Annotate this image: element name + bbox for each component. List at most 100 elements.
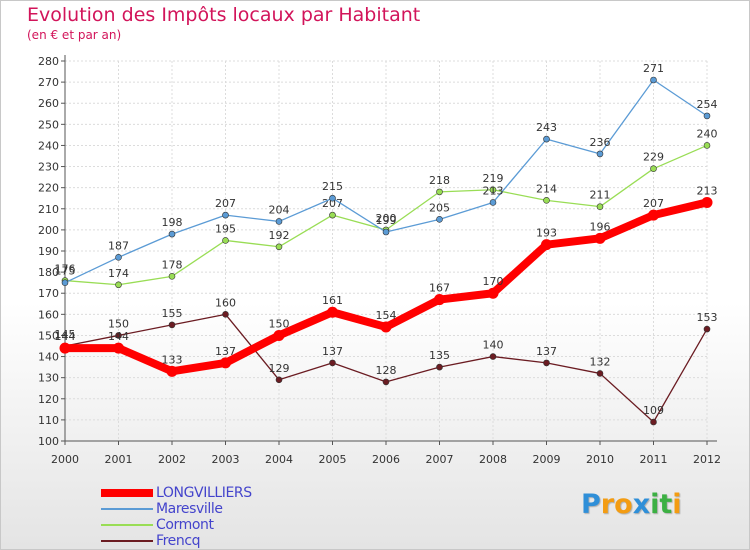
point-cormont-2005	[329, 211, 336, 219]
data-label-cormont-2010: 211	[590, 189, 611, 202]
x-tick-label-2002: 2002	[158, 453, 186, 466]
point-longvilliers-2012	[701, 196, 713, 208]
x-tick-label-2001: 2001	[105, 453, 133, 466]
point-frencq-2002	[168, 321, 176, 329]
point-frencq-2004	[275, 376, 283, 384]
y-tick-label-220: 220	[38, 182, 59, 195]
point-maresville-2004	[275, 218, 283, 225]
logo-letter: r	[600, 489, 615, 520]
y-tick-label-250: 250	[38, 118, 59, 131]
point-maresville-2001	[115, 254, 122, 261]
point-cormont-2010	[596, 203, 604, 210]
point-cormont-2004	[275, 243, 283, 251]
point-maresville-2007	[436, 216, 443, 223]
chart-subtitle: (en € et par an)	[27, 28, 122, 42]
point-longvilliers-2009	[541, 239, 552, 251]
point-frencq-2007	[436, 363, 443, 371]
x-tick-label-2012: 2012	[693, 453, 721, 466]
y-tick-label-170: 170	[38, 287, 59, 300]
point-cormont-2003	[222, 237, 229, 244]
data-label-frencq-2006: 128	[376, 364, 397, 377]
legend-label-maresville: Maresville	[156, 501, 223, 517]
point-frencq-2012	[703, 325, 711, 333]
logo-letter: x	[632, 489, 651, 520]
data-label-frencq-2012: 153	[697, 311, 718, 324]
x-tick-label-2000: 2000	[51, 453, 79, 466]
data-label-frencq-2001: 150	[108, 317, 129, 330]
data-label-longvilliers-2004: 150	[269, 317, 290, 330]
data-label-maresville-2001: 187	[108, 239, 129, 252]
data-label-cormont-2007: 218	[429, 174, 450, 187]
y-tick-label-120: 120	[38, 393, 59, 406]
x-tick-label-2006: 2006	[372, 453, 400, 466]
point-cormont-2009	[543, 197, 550, 204]
y-tick-label-240: 240	[38, 139, 59, 152]
point-longvilliers-2007	[434, 294, 445, 306]
point-maresville-2011	[650, 76, 657, 84]
x-tick-label-2011: 2011	[640, 453, 668, 466]
logo-letter: o	[614, 489, 633, 520]
data-label-longvilliers-2007: 167	[429, 282, 450, 295]
point-longvilliers-2006	[380, 321, 392, 333]
data-label-maresville-2003: 207	[215, 197, 236, 210]
point-longvilliers-2004	[273, 329, 285, 341]
data-label-maresville-2010: 236	[590, 136, 611, 149]
data-label-longvilliers-2008: 170	[483, 275, 504, 288]
legend-swatch-longvilliers	[101, 489, 153, 497]
point-maresville-2008	[489, 199, 497, 206]
data-label-cormont-2002: 178	[162, 258, 183, 271]
point-cormont-2001	[115, 281, 122, 289]
x-tick-label-2008: 2008	[479, 453, 507, 466]
point-frencq-2005	[329, 359, 336, 367]
data-label-frencq-2002: 155	[162, 307, 183, 320]
point-cormont-2011	[650, 165, 657, 172]
data-label-frencq-2010: 132	[590, 355, 611, 368]
x-tick-label-2004: 2004	[265, 453, 293, 466]
data-label-cormont-2009: 214	[536, 182, 557, 195]
point-longvilliers-2010	[594, 232, 606, 244]
y-tick-label-180: 180	[38, 266, 59, 279]
point-frencq-2003	[222, 311, 229, 318]
data-label-longvilliers-2012: 213	[697, 184, 718, 197]
point-cormont-2008	[489, 186, 497, 194]
legend-swatch-cormont	[101, 524, 153, 526]
data-label-longvilliers-2009: 193	[536, 227, 557, 240]
data-label-longvilliers-2006: 154	[376, 309, 397, 322]
point-longvilliers-2002	[166, 365, 178, 377]
data-label-maresville-2005: 215	[322, 180, 343, 193]
point-maresville-2012	[703, 112, 711, 120]
point-cormont-2007	[436, 188, 443, 196]
proxiti-logo: Proxiti	[581, 489, 682, 520]
data-label-frencq-2009: 137	[536, 345, 557, 358]
data-label-frencq-2004: 129	[269, 362, 290, 375]
data-label-frencq-2007: 135	[429, 349, 450, 362]
point-frencq-2011	[650, 418, 657, 426]
data-label-cormont-2008: 219	[483, 172, 504, 185]
point-maresville-2010	[596, 150, 604, 158]
y-tick-label-270: 270	[38, 76, 59, 89]
data-label-maresville-2002: 198	[162, 216, 183, 229]
data-label-cormont-2011: 229	[643, 151, 664, 164]
data-label-maresville-2007: 205	[429, 201, 450, 214]
point-maresville-2009	[543, 135, 550, 143]
y-tick-label-230: 230	[38, 161, 59, 174]
data-label-maresville-2006: 199	[376, 214, 397, 227]
logo-letter: i	[650, 489, 660, 520]
logo-letter: P	[581, 489, 601, 520]
legend-label-frencq: Frencq	[156, 533, 201, 549]
legend-label-longvilliers: LONGVILLIERS	[156, 485, 252, 501]
y-tick-label-160: 160	[38, 308, 59, 321]
point-longvilliers-2005	[327, 306, 338, 318]
logo-letter: t	[659, 489, 673, 520]
data-label-maresville-2008: 213	[483, 184, 504, 197]
data-label-longvilliers-2005: 161	[322, 294, 343, 307]
y-tick-label-260: 260	[38, 97, 59, 110]
point-longvilliers-2008	[487, 287, 499, 299]
data-label-longvilliers-2001: 144	[108, 330, 129, 343]
y-tick-label-130: 130	[38, 372, 59, 385]
point-maresville-2005	[329, 194, 336, 202]
point-longvilliers-2003	[220, 357, 231, 369]
data-label-frencq-2005: 137	[322, 345, 343, 358]
point-cormont-2002	[168, 273, 176, 280]
